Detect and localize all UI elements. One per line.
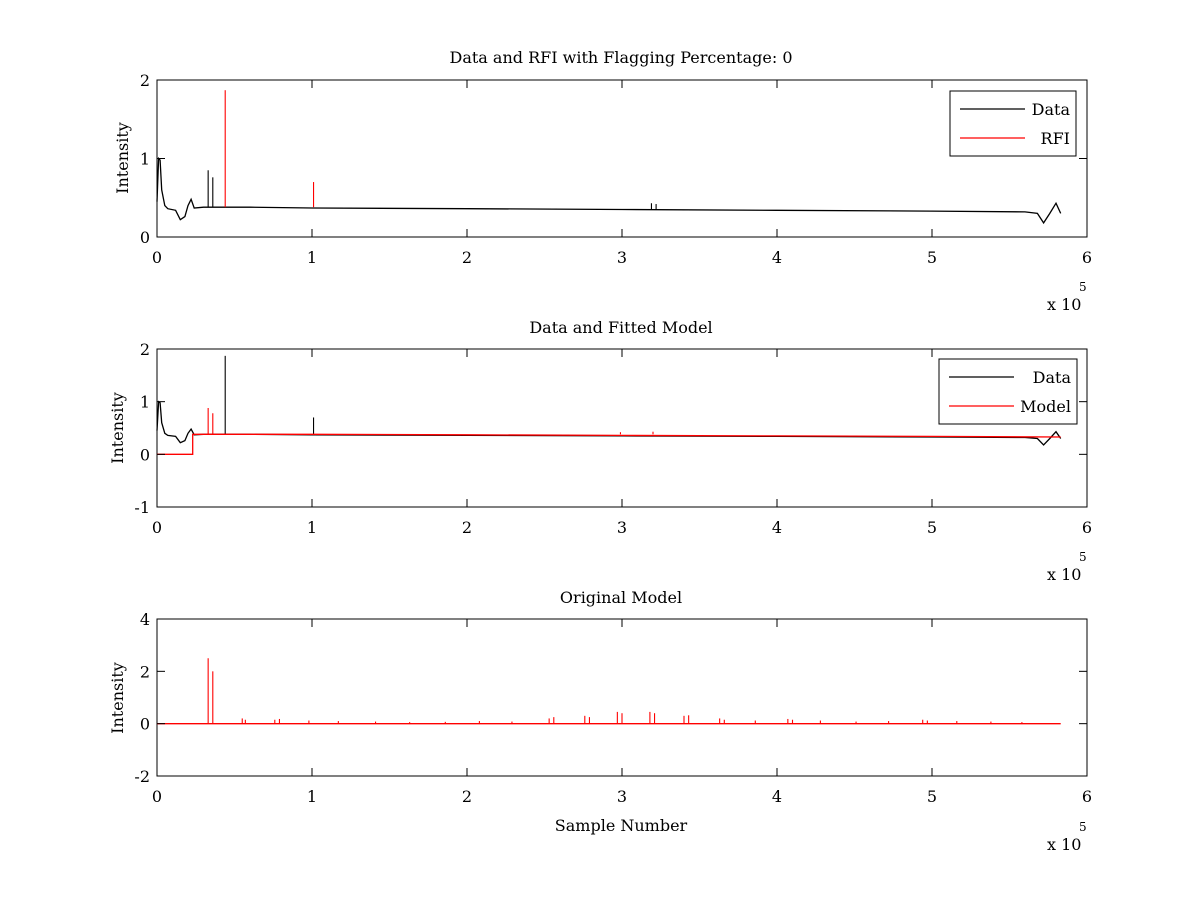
x-tick-label: 5: [927, 518, 937, 537]
plot-area: [156, 618, 1088, 777]
x-tick-label: 5: [927, 248, 937, 267]
x-tick-label: 2: [462, 518, 472, 537]
panel-title: Data and Fitted Model: [529, 318, 712, 337]
axes-box: [156, 618, 1088, 777]
x-tick-label: 0: [152, 787, 162, 806]
x-tick-label: 6: [1082, 518, 1092, 537]
series-rfi: [224, 90, 315, 208]
tick-labels: 0 1 2 3 4 5 6 0 1 2: [140, 71, 1092, 267]
series-model: [157, 658, 1061, 725]
panel-data-rfi: Data and RFI with Flagging Percentage: 0…: [113, 48, 1092, 314]
panel-title: Data and RFI with Flagging Percentage: 0: [449, 48, 792, 67]
legend-label: RFI: [1041, 129, 1070, 148]
x-tick-label: 6: [1082, 248, 1092, 267]
y-tick-label: -1: [134, 498, 150, 517]
series-line: [156, 156, 1062, 225]
y-tick-label: -2: [134, 767, 150, 786]
x-multiplier: x 10: [1047, 565, 1081, 584]
y-tick-label: 0: [140, 715, 150, 734]
y-tick-label: 2: [140, 340, 150, 359]
y-tick-label: 4: [140, 610, 150, 629]
legend: Data Model: [938, 358, 1078, 425]
x-tick-label: 4: [772, 518, 782, 537]
x-tick-label: 4: [772, 787, 782, 806]
legend: Data RFI: [949, 90, 1077, 157]
y-tick-label: 2: [140, 662, 150, 681]
y-tick-label: 0: [140, 445, 150, 464]
x-multiplier: x 10: [1047, 835, 1081, 854]
x-tick-label: 1: [307, 787, 317, 806]
axes-box: [156, 79, 1088, 238]
x-tick-label: 3: [617, 787, 627, 806]
x-multiplier-exponent: 5: [1079, 280, 1087, 294]
x-tick-label: 3: [617, 248, 627, 267]
series-data: [156, 156, 1062, 225]
x-tick-label: 1: [307, 248, 317, 267]
x-tick-label: 6: [1082, 787, 1092, 806]
x-multiplier-exponent: 5: [1079, 550, 1087, 564]
x-tick-label: 1: [307, 518, 317, 537]
y-tick-label: 2: [140, 71, 150, 90]
x-tick-label: 5: [927, 787, 937, 806]
legend-label: Model: [1020, 397, 1071, 416]
y-tick-label: 0: [140, 228, 150, 247]
x-tick-label: 2: [462, 787, 472, 806]
y-tick-label: 1: [140, 150, 150, 169]
legend-label: Data: [1032, 100, 1071, 119]
x-tick-label: 0: [152, 248, 162, 267]
legend-box: [949, 90, 1077, 157]
x-multiplier: x 10: [1047, 295, 1081, 314]
y-axis-label: Intensity: [113, 122, 132, 194]
series-model: [157, 407, 1061, 455]
y-tick-label: 1: [140, 393, 150, 412]
legend-box: [938, 358, 1078, 425]
panel-title: Original Model: [560, 588, 682, 607]
y-axis-label: Intensity: [108, 392, 127, 464]
x-tick-label: 3: [617, 518, 627, 537]
panel-data-fitted-model: Data and Fitted Model Intensity 0 1 2 3 4 5 6 -…: [108, 318, 1092, 584]
x-multiplier-exponent: 5: [1079, 820, 1087, 834]
x-axis-label: Sample Number: [555, 816, 688, 835]
series-line: [157, 433, 1061, 455]
y-axis-label: Intensity: [108, 662, 127, 734]
x-tick-label: 4: [772, 248, 782, 267]
legend-label: Data: [1033, 368, 1072, 387]
plot-area: [156, 79, 1088, 238]
x-tick-label: 0: [152, 518, 162, 537]
x-tick-label: 2: [462, 248, 472, 267]
